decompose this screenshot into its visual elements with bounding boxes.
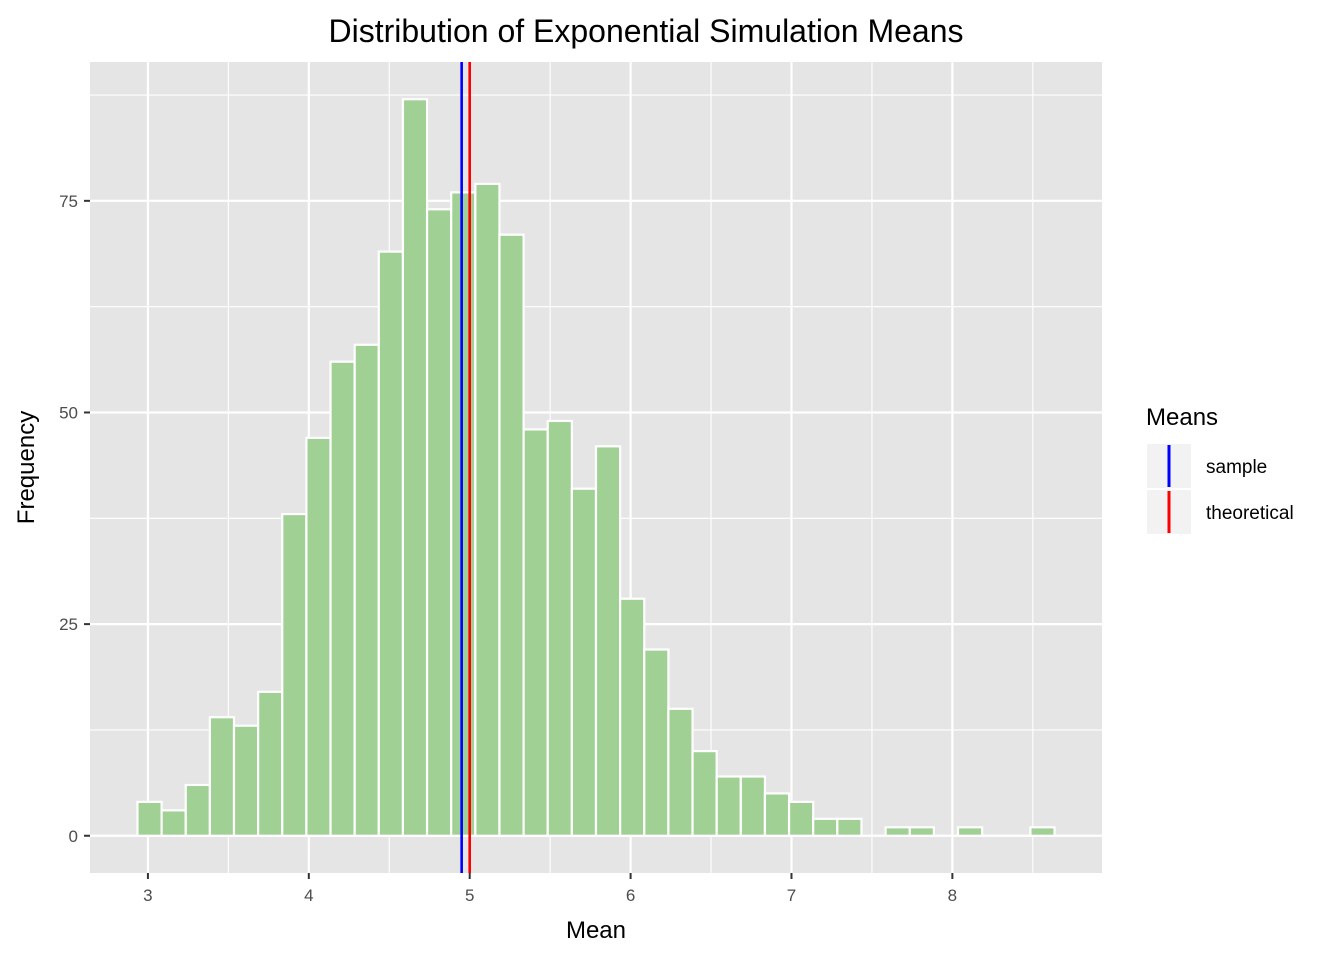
chart-title: Distribution of Exponential Simulation M… <box>329 13 964 49</box>
y-axis-title: Frequency <box>13 411 40 524</box>
mean-lines <box>460 62 472 873</box>
histogram-bar <box>329 360 356 837</box>
x-tick-label: 3 <box>143 886 152 905</box>
histogram-bar <box>184 783 211 837</box>
x-tick-label: 4 <box>304 886 313 905</box>
histogram-bar <box>232 724 260 837</box>
histogram-bar <box>401 98 429 837</box>
x-tick-label: 8 <box>948 886 957 905</box>
histogram-bar <box>691 749 718 837</box>
y-axis: 0 25 50 75 <box>59 192 90 846</box>
histogram-bar <box>739 775 767 837</box>
legend-label-sample: sample <box>1206 457 1267 478</box>
histogram-bar <box>570 487 598 837</box>
x-tick-label: 7 <box>787 886 796 905</box>
histogram-bar <box>812 817 839 837</box>
histogram-bar <box>619 597 646 837</box>
histogram-bar <box>908 826 935 837</box>
y-tick-label: 25 <box>59 615 78 634</box>
histogram-bar <box>956 826 984 837</box>
x-tick-label: 5 <box>465 886 474 905</box>
histogram-bar <box>425 208 453 837</box>
histogram-bar <box>498 233 525 837</box>
histogram-bar <box>546 419 573 837</box>
legend-title: Means <box>1146 404 1218 431</box>
histogram-bar <box>594 445 622 837</box>
histogram-bar <box>884 826 911 837</box>
histogram-bar <box>208 716 236 837</box>
histogram-bar <box>474 182 501 837</box>
histogram-bar <box>305 436 332 837</box>
histogram-bar <box>763 792 791 837</box>
histogram-bar <box>377 250 405 837</box>
y-tick-label: 75 <box>59 192 78 211</box>
histogram-bar <box>836 817 863 837</box>
histogram-bar <box>667 707 694 837</box>
histogram-bar <box>136 800 163 837</box>
y-tick-label: 50 <box>59 403 78 422</box>
histogram-bar <box>281 512 308 837</box>
x-axis-title: Mean <box>566 917 626 944</box>
x-tick-label: 6 <box>626 886 635 905</box>
x-axis: 3 4 5 6 7 8 <box>143 873 957 905</box>
legend: Means sample theoretical <box>1146 404 1294 534</box>
histogram-bar <box>353 343 380 837</box>
histogram-bar <box>257 690 284 837</box>
histogram-bar <box>522 428 549 837</box>
histogram-bar <box>787 800 815 837</box>
histogram-bar <box>1029 826 1056 837</box>
histogram-bar <box>160 809 187 837</box>
histogram-bar <box>450 191 477 837</box>
y-tick-label: 0 <box>69 827 78 846</box>
legend-label-theoretical: theoretical <box>1206 503 1294 524</box>
histogram-bar <box>715 775 742 837</box>
histogram-bar <box>643 648 670 837</box>
histogram-bars <box>136 98 1056 837</box>
major-gridlines <box>90 62 1102 873</box>
